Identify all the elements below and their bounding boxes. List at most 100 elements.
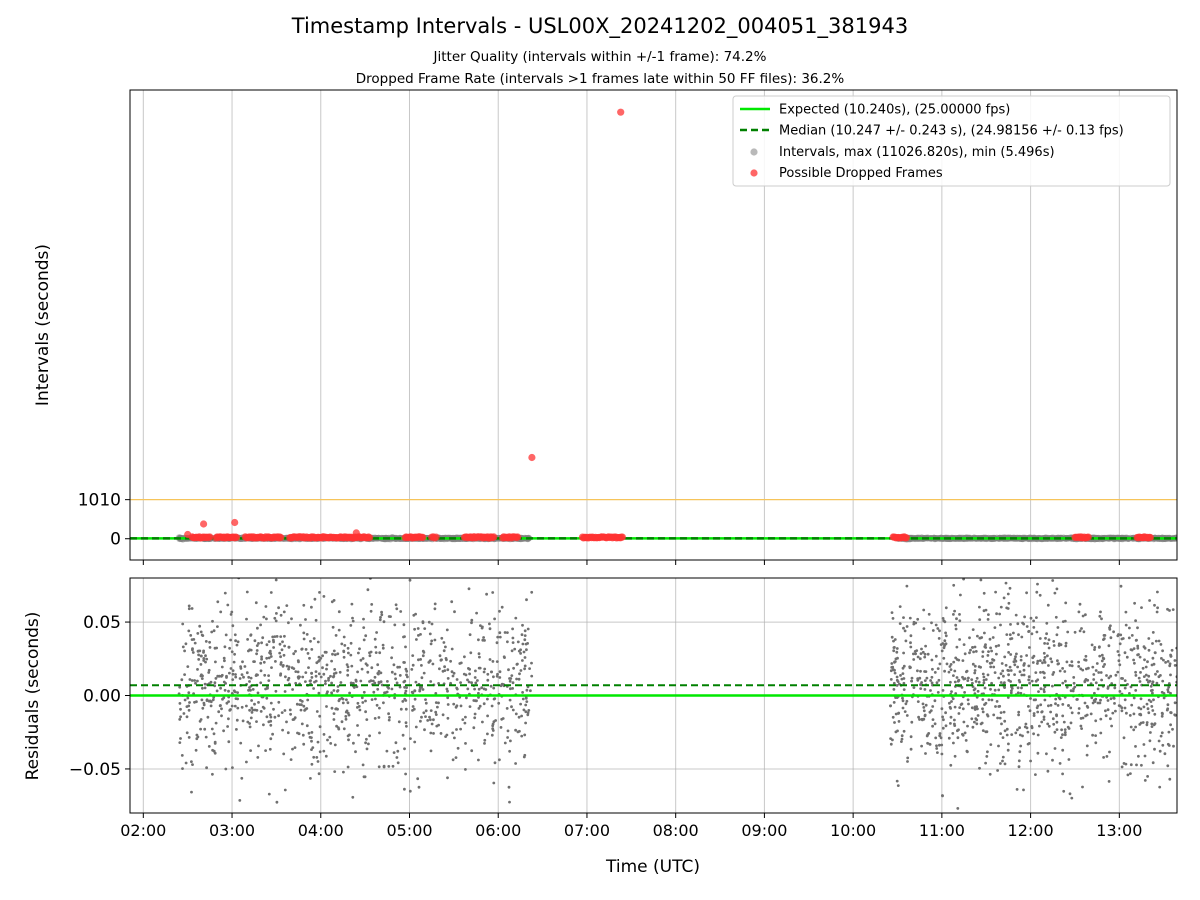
residual-point [390, 656, 393, 660]
residual-point [420, 664, 423, 667]
residual-point [308, 656, 311, 660]
residual-point [1119, 633, 1123, 637]
residual-point [979, 578, 983, 582]
residual-point [954, 623, 958, 627]
residual-point [957, 658, 961, 662]
residual-point [1123, 686, 1127, 690]
residual-point [209, 680, 213, 684]
residual-point [922, 627, 926, 630]
legend-box [732, 95, 1171, 187]
residual-point [1158, 785, 1162, 789]
residual-point [952, 741, 955, 745]
residual-point [267, 792, 271, 796]
residual-point [378, 618, 382, 622]
residual-point [924, 703, 928, 707]
residual-point [296, 731, 299, 735]
residual-point [1134, 745, 1137, 748]
residual-point [492, 675, 495, 679]
residual-point [978, 605, 981, 609]
residual-point [1166, 660, 1170, 663]
residual-point [370, 698, 374, 701]
residual-point [1019, 655, 1023, 658]
residual-point [1124, 610, 1128, 614]
residual-point [993, 626, 997, 629]
residual-point [404, 707, 408, 711]
residual-point [453, 610, 456, 614]
residual-point [186, 665, 190, 668]
residual-point [1122, 736, 1126, 740]
residual-point [1106, 699, 1110, 702]
residual-point [941, 715, 944, 719]
residual-point [299, 708, 303, 712]
residual-point [940, 707, 944, 711]
residual-point [1019, 691, 1023, 695]
residual-point [971, 725, 975, 729]
residual-point [506, 729, 510, 733]
residual-point [368, 654, 372, 658]
residual-point [1107, 676, 1111, 680]
residual-point [902, 616, 905, 619]
residual-point [1014, 731, 1018, 735]
residual-point [961, 659, 965, 662]
residual-point [240, 776, 244, 780]
x-tick-label: 07:00 [564, 821, 610, 840]
residual-point [396, 761, 400, 765]
residual-point [386, 680, 389, 683]
residual-point [501, 717, 505, 720]
residual-point [507, 668, 510, 672]
residual-point [340, 720, 344, 724]
residual-point [302, 704, 306, 708]
residual-point [468, 667, 471, 671]
residual-point [918, 718, 921, 721]
residual-point [952, 660, 956, 664]
residual-point [949, 707, 952, 710]
residual-point [379, 616, 382, 619]
residual-point [975, 676, 979, 680]
residual-point [424, 698, 427, 701]
residual-point [1036, 659, 1040, 663]
residual-point [518, 729, 521, 733]
residual-point [267, 656, 271, 660]
residual-point [1137, 754, 1140, 758]
residual-point [235, 718, 239, 722]
residual-point [919, 652, 923, 655]
residual-point [1043, 656, 1047, 659]
residual-point [337, 726, 340, 729]
residual-point [197, 658, 201, 661]
residual-point [349, 653, 353, 657]
residual-point [377, 765, 381, 769]
residual-point [520, 633, 524, 637]
residual-point [195, 733, 199, 737]
residual-point [344, 715, 348, 718]
residual-point [381, 643, 385, 647]
residual-point [992, 713, 996, 717]
residual-point [1069, 706, 1073, 710]
residual-point [889, 678, 893, 681]
residual-point [420, 715, 423, 719]
residual-point [467, 587, 471, 591]
residual-point [987, 613, 990, 616]
residual-point [1129, 725, 1133, 729]
residual-point [984, 646, 988, 649]
residual-point [318, 750, 322, 754]
residual-point [1126, 773, 1130, 777]
residual-point [1155, 681, 1159, 685]
residual-point [474, 681, 478, 685]
residual-point [360, 696, 364, 700]
residual-point [445, 628, 449, 632]
residual-point [523, 638, 527, 642]
residual-point [450, 670, 454, 674]
residual-point [971, 646, 974, 649]
residual-point [1014, 659, 1018, 663]
residual-point [1168, 664, 1172, 668]
residual-point [1145, 678, 1149, 682]
residual-point [1102, 637, 1106, 641]
residual-point [362, 690, 366, 694]
residual-point [280, 711, 284, 714]
legend: Expected (10.240s), (25.00000 fps) Media… [732, 95, 1171, 187]
residual-point [216, 600, 220, 604]
residual-point [214, 721, 218, 725]
residual-point [376, 687, 380, 691]
residual-point [917, 715, 920, 719]
residual-point [973, 645, 977, 649]
